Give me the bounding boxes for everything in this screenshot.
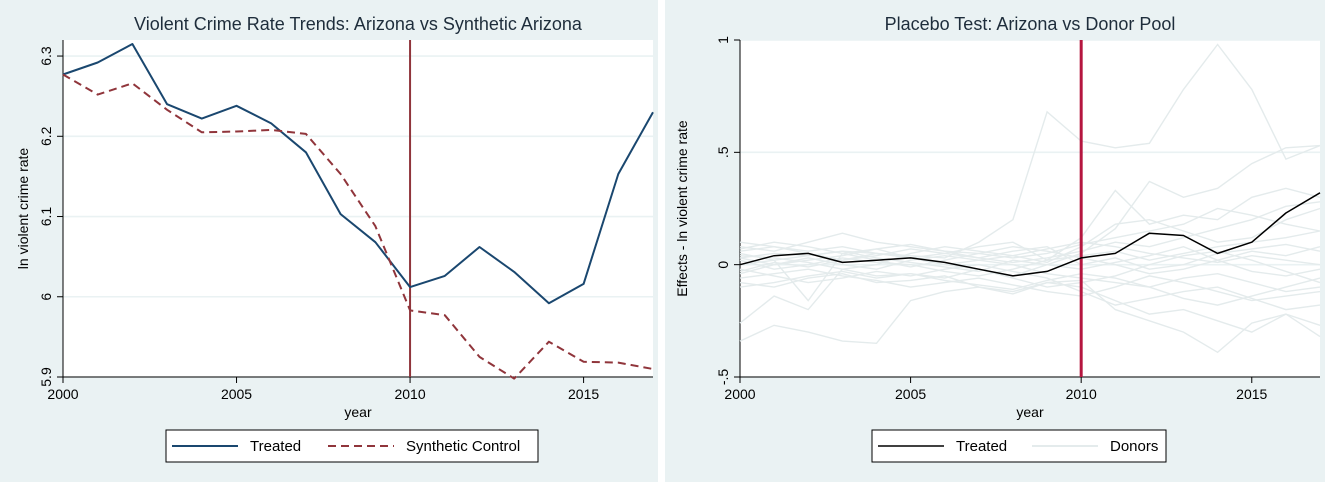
- donor-line: [739, 241, 1321, 275]
- donor-line: [739, 254, 1321, 293]
- series-line-treated: [739, 192, 1321, 277]
- y-axis-label: Effects - ln violent crime rate: [674, 120, 690, 297]
- donor-line: [739, 144, 1321, 324]
- x-tick-label: 2005: [895, 386, 926, 402]
- y-tick-label: 6.2: [38, 126, 54, 146]
- chart-title: Violent Crime Rate Trends: Arizona vs Sy…: [134, 14, 583, 34]
- x-tick-label: 2010: [394, 386, 425, 402]
- chart-title: Placebo Test: Arizona vs Donor Pool: [885, 14, 1176, 34]
- donor-line: [739, 207, 1321, 259]
- legend-box: [165, 429, 539, 463]
- donor-line: [739, 263, 1321, 311]
- x-tick-label: 2015: [1236, 386, 1267, 402]
- x-tick-label: 2000: [724, 386, 755, 402]
- x-axis-label: year: [1016, 404, 1044, 420]
- donor-line: [739, 279, 1321, 354]
- donor-line: [739, 207, 1321, 266]
- x-tick-label: 2010: [1066, 386, 1097, 402]
- y-axis-label: ln violent crime rate: [15, 148, 31, 270]
- donor-line: [739, 268, 1321, 302]
- y-tick-label: 6.3: [38, 46, 54, 66]
- donor-line: [739, 241, 1321, 270]
- panel-left: Violent Crime Rate Trends: Arizona vs Sy…: [0, 0, 658, 482]
- chart-crime-rate-trends: Violent Crime Rate Trends: Arizona vs Sy…: [15, 14, 654, 463]
- y-tick-label: .5: [715, 146, 731, 158]
- y-tick-label: 0: [715, 261, 731, 269]
- plot-area: [740, 40, 1320, 377]
- donor-line: [739, 270, 1321, 306]
- x-tick-label: 2005: [221, 386, 252, 402]
- y-tick-label: 6.1: [38, 207, 54, 227]
- y-tick-label: 1: [715, 36, 731, 44]
- donor-line: [739, 201, 1321, 266]
- y-tick-label: -.5: [715, 369, 731, 386]
- legend-label-treated: Treated: [250, 438, 301, 455]
- x-tick-label: 2000: [47, 386, 78, 402]
- legend-label-treated: Treated: [956, 438, 1007, 455]
- plot-area: [63, 40, 653, 377]
- legend-label-synthetic-control: Synthetic Control: [406, 438, 520, 455]
- x-axis-label: year: [344, 404, 372, 420]
- y-tick-label: 6: [38, 293, 54, 301]
- chart-placebo-test: Placebo Test: Arizona vs Donor Pool -.5 0.…: [674, 14, 1321, 463]
- x-tick-label: 2015: [568, 386, 599, 402]
- panel-right: Placebo Test: Arizona vs Donor Pool -.5 0.…: [665, 0, 1325, 482]
- legend-label-donors: Donors: [1110, 438, 1158, 455]
- y-tick-label: 5.9: [38, 367, 54, 387]
- series-line-treated: [62, 43, 654, 305]
